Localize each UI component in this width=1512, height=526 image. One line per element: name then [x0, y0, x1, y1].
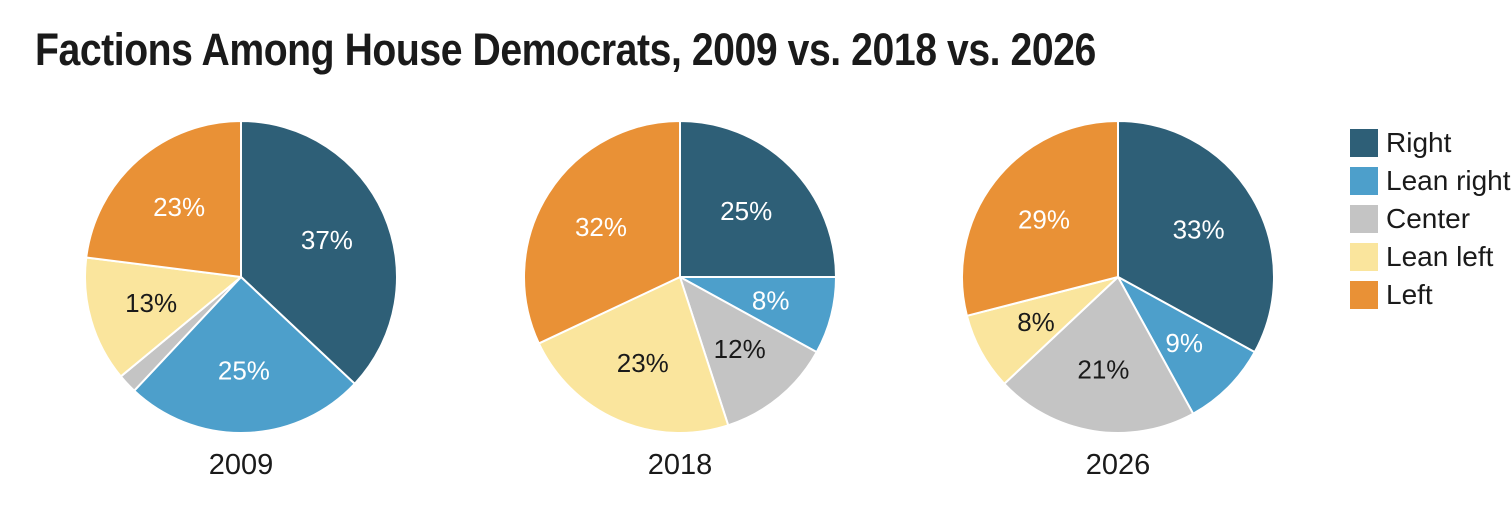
pie-slice-left: [523, 120, 681, 345]
legend-label-center: Center: [1386, 203, 1471, 234]
pie-chart-2026: 33% 9% 21% 8% 29% 2026: [960, 119, 1276, 482]
pie-slice-lean-right: [1117, 276, 1256, 415]
pie-slice-right: [240, 120, 398, 385]
pie-slice-center: [679, 276, 818, 427]
legend-item-lean-right: Lean right: [1350, 167, 1511, 195]
pie-2009-canvas: 37% 25% 13% 23%: [84, 120, 398, 434]
slice-label-left: 29%: [1018, 205, 1070, 235]
pie-2026-canvas: 33% 9% 21% 8% 29%: [961, 120, 1275, 434]
pie-slice-lean-right: [133, 276, 356, 434]
pie-slice-left: [961, 120, 1119, 317]
slice-label-center: 21%: [1077, 354, 1129, 384]
legend-swatch-left: [1350, 281, 1378, 309]
legend-label-lean-left: Lean left: [1386, 241, 1494, 272]
legend-swatch-center: [1350, 205, 1378, 233]
legend: Right Lean right Center Lean left Left: [1350, 129, 1511, 319]
legend-item-left: Left: [1350, 281, 1511, 309]
pie-chart-2018: 25% 8% 12% 23% 32% 2018: [522, 119, 838, 482]
slice-label-right: 25%: [720, 196, 772, 226]
legend-label-right: Right: [1386, 127, 1452, 158]
legend-label-left: Left: [1386, 279, 1433, 310]
slice-label-lean-right: 8%: [752, 285, 790, 315]
legend-swatch-lean-right: [1350, 167, 1378, 195]
pie-year-label-2009: 2009: [208, 449, 274, 481]
pie-slice-lean-left: [537, 276, 730, 434]
legend-item-right: Right: [1350, 129, 1511, 157]
slice-label-left: 23%: [153, 192, 205, 222]
pie-slice-right: [679, 120, 837, 278]
pie-chart-2009: 37% 25% 13% 23% 2009: [83, 119, 399, 482]
pie-2018-canvas: 25% 8% 12% 23% 32%: [523, 120, 837, 434]
slice-label-lean-left: 13%: [125, 288, 177, 318]
legend-label-lean-right: Lean right: [1386, 165, 1511, 196]
chart-title: Factions Among House Democrats, 2009 vs.…: [35, 24, 1096, 75]
pie-slice-left: [85, 120, 242, 278]
slice-label-right: 33%: [1173, 214, 1225, 244]
slice-label-lean-left: 23%: [617, 348, 669, 378]
pie-slice-center: [1003, 276, 1195, 434]
slice-label-lean-right: 25%: [218, 356, 270, 386]
pie-year-label-2018: 2018: [647, 449, 713, 481]
slice-label-lean-left: 8%: [1017, 307, 1055, 337]
slice-label-right: 37%: [301, 225, 353, 255]
legend-item-center: Center: [1350, 205, 1511, 233]
slice-label-lean-right: 9%: [1165, 328, 1203, 358]
pie-slice-lean-left: [84, 256, 242, 378]
legend-swatch-lean-left: [1350, 243, 1378, 271]
legend-swatch-right: [1350, 129, 1378, 157]
pie-year-label-2026: 2026: [1085, 449, 1151, 481]
pie-slice-right: [1117, 120, 1275, 354]
slice-label-center: 12%: [714, 334, 766, 364]
slice-label-left: 32%: [575, 212, 627, 242]
legend-item-lean-left: Lean left: [1350, 243, 1511, 271]
